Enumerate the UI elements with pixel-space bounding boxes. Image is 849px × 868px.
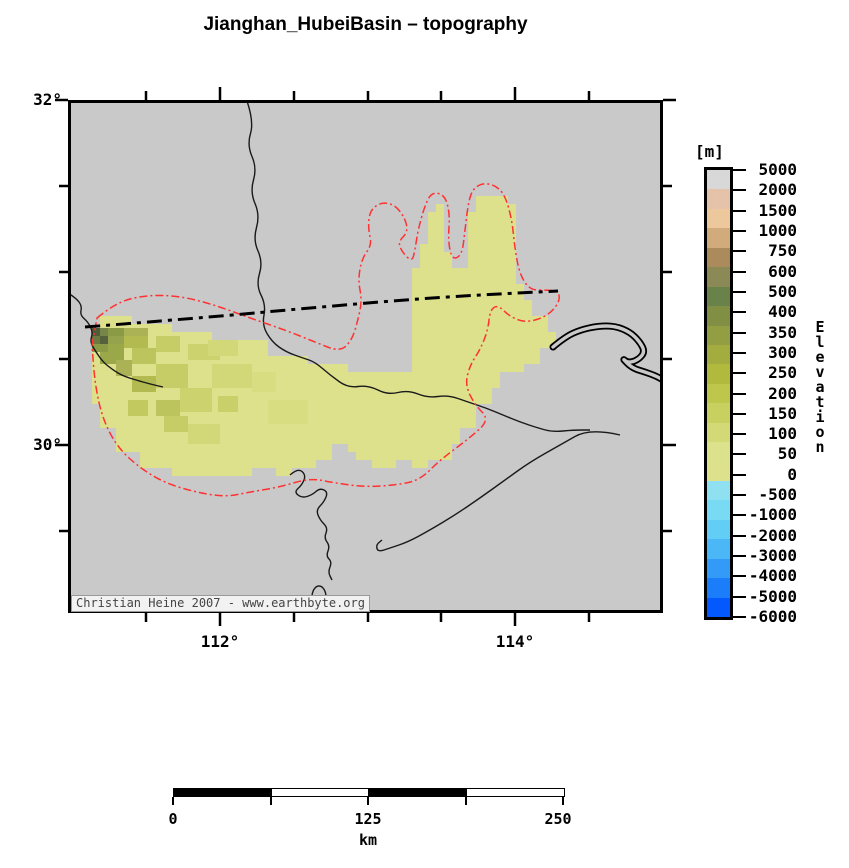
- colorbar-tick-label: 600: [737, 263, 797, 281]
- colorbar-segment: [707, 598, 730, 617]
- colorbar-tick-label: 100: [737, 425, 797, 443]
- colorbar-segment: [707, 345, 730, 364]
- colorbar-segment: [707, 481, 730, 500]
- x-axis-label-114: 114°: [475, 632, 555, 652]
- colorbar-tick-label: 1000: [737, 222, 797, 240]
- colorbar-segment: [707, 578, 730, 597]
- colorbar-segment: [707, 520, 730, 539]
- colorbar-segment: [707, 384, 730, 403]
- scalebar-segment-2: [271, 788, 369, 797]
- colorbar-tick-label: -4000: [737, 567, 797, 585]
- scalebar-unit: km: [338, 831, 398, 849]
- colorbar-segment: [707, 442, 730, 461]
- colorbar-tick-label: 250: [737, 364, 797, 382]
- colorbar-tick-label: -1000: [737, 506, 797, 524]
- colorbar-segment: [707, 306, 730, 325]
- colorbar-tick-label: 350: [737, 324, 797, 342]
- colorbar-axis-title: Elevation: [812, 320, 828, 455]
- colorbar-tick-label: 0: [737, 466, 797, 484]
- elevation-colorbar: [704, 167, 733, 620]
- colorbar-axis-title-letter: n: [812, 440, 828, 455]
- scalebar-tick: [465, 797, 467, 805]
- colorbar-segment: [707, 326, 730, 345]
- page-title: Jianghan_HubeiBasin – topography: [68, 14, 663, 36]
- colorbar-tick-label: -500: [737, 486, 797, 504]
- colorbar-tick-label: 2000: [737, 181, 797, 199]
- figure-canvas: Jianghan_HubeiBasin – topography Christi…: [0, 0, 849, 868]
- scalebar-label-0: 0: [143, 810, 203, 828]
- colorbar-segment: [707, 500, 730, 519]
- colorbar-segment: [707, 228, 730, 247]
- colorbar-segment: [707, 364, 730, 383]
- colorbar-segment: [707, 423, 730, 442]
- scalebar-segment-1: [173, 788, 271, 797]
- colorbar-segment: [707, 287, 730, 306]
- scalebar-tick: [562, 797, 564, 805]
- scalebar-segment-3: [368, 788, 466, 797]
- scalebar-tick: [172, 797, 174, 805]
- topography-map: [68, 100, 663, 613]
- colorbar-segment: [707, 462, 730, 481]
- y-axis-label-32: 32°: [14, 90, 62, 110]
- colorbar-tick-label: 750: [737, 242, 797, 260]
- colorbar-tick-label: -5000: [737, 588, 797, 606]
- y-axis-label-30: 30°: [14, 435, 62, 455]
- colorbar-segment: [707, 267, 730, 286]
- colorbar-segment: [707, 559, 730, 578]
- colorbar-unit-label: [m]: [695, 142, 724, 161]
- colorbar-segment: [707, 539, 730, 558]
- scalebar-segment-4: [466, 788, 565, 797]
- colorbar-tick-label: -6000: [737, 608, 797, 626]
- colorbar-tick-label: 400: [737, 303, 797, 321]
- colorbar-segment: [707, 403, 730, 422]
- colorbar-tick-label: -3000: [737, 547, 797, 565]
- colorbar-tick-label: 50: [737, 445, 797, 463]
- x-axis-label-112: 112°: [180, 632, 260, 652]
- scalebar-tick: [270, 797, 272, 805]
- colorbar-tick-label: 500: [737, 283, 797, 301]
- colorbar-segment: [707, 189, 730, 208]
- colorbar-tick-label: 1500: [737, 202, 797, 220]
- colorbar-tick-label: 150: [737, 405, 797, 423]
- colorbar-tick-label: -2000: [737, 527, 797, 545]
- copyright-text: Christian Heine 2007 - www.earthbyte.org: [71, 595, 370, 612]
- colorbar-tick-label: 5000: [737, 161, 797, 179]
- scalebar-label-250: 250: [528, 810, 588, 828]
- colorbar-tick-label: 200: [737, 385, 797, 403]
- colorbar-segment: [707, 209, 730, 228]
- colorbar-segment: [707, 170, 730, 189]
- scalebar-tick: [367, 797, 369, 805]
- scalebar-label-125: 125: [338, 810, 398, 828]
- colorbar-tick-label: 300: [737, 344, 797, 362]
- colorbar-segment: [707, 248, 730, 267]
